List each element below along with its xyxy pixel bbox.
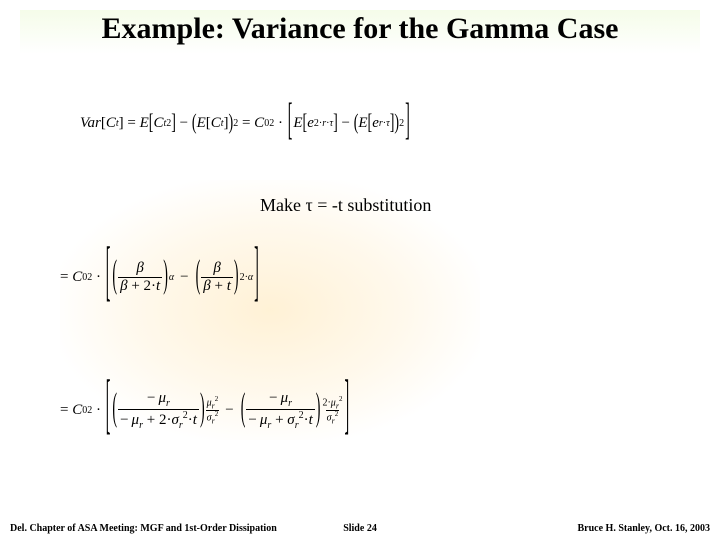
footer-left: Del. Chapter of ASA Meeting: MGF and 1st… (10, 523, 277, 534)
page-title: Example: Variance for the Gamma Case (0, 12, 720, 46)
equation-variance-definition: Var [Ct] = E [Ct2] − (E[Ct])2 = C02 · [ … (80, 115, 411, 132)
footer-right: Bruce H. Stanley, Oct. 16, 2003 (578, 523, 711, 534)
equation-mu-sigma-form: = C02 · [ ( − μr − μr + 2·σr2·t ) μr2 σr… (60, 390, 350, 431)
substitution-note: Make τ = -t substitution (260, 195, 431, 216)
equation-beta-form: = C02 · [ ( β β + 2·t ) α − ( β β + t ) … (60, 260, 260, 295)
footer-center: Slide 24 (343, 523, 377, 534)
slide-footer: Del. Chapter of ASA Meeting: MGF and 1st… (10, 523, 710, 534)
slide: Example: Variance for the Gamma Case Var… (0, 0, 720, 540)
